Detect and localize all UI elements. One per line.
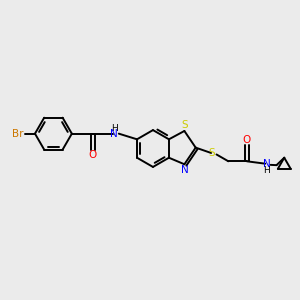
- Text: O: O: [88, 150, 97, 160]
- Text: S: S: [182, 120, 188, 130]
- Text: N: N: [181, 165, 189, 175]
- Text: H: H: [112, 124, 118, 133]
- Text: H: H: [263, 166, 270, 175]
- Text: Br: Br: [12, 129, 24, 139]
- Text: N: N: [110, 129, 117, 139]
- Text: O: O: [243, 135, 251, 145]
- Text: S: S: [208, 148, 215, 158]
- Text: N: N: [263, 159, 271, 169]
